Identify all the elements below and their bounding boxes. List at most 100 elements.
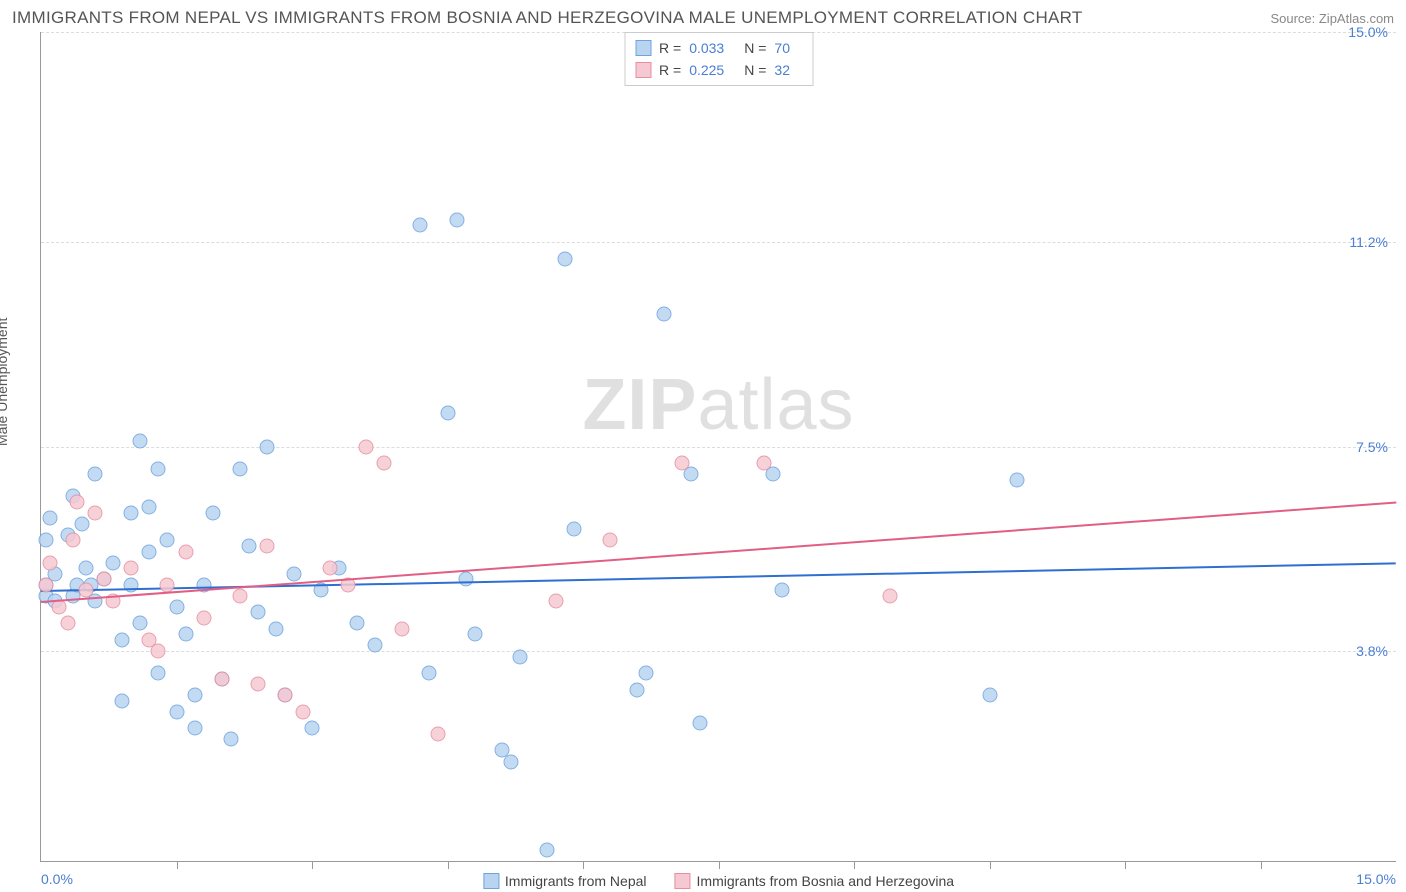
y-tick-label: 11.2% bbox=[1349, 234, 1388, 250]
scatter-point bbox=[377, 456, 392, 471]
grid-line bbox=[41, 651, 1396, 652]
scatter-point bbox=[151, 461, 166, 476]
scatter-point bbox=[142, 500, 157, 515]
chart-title: IMMIGRANTS FROM NEPAL VS IMMIGRANTS FROM… bbox=[12, 8, 1083, 28]
scatter-point bbox=[169, 704, 184, 719]
swatch-series-2 bbox=[635, 62, 651, 78]
scatter-point bbox=[883, 588, 898, 603]
scatter-point bbox=[43, 511, 58, 526]
scatter-point bbox=[250, 677, 265, 692]
x-axis-min-label: 0.0% bbox=[41, 871, 73, 887]
scatter-point bbox=[440, 406, 455, 421]
scatter-point bbox=[160, 577, 175, 592]
scatter-point bbox=[1009, 472, 1024, 487]
legend-correlation: R = 0.033 N = 70 R = 0.225 N = 32 bbox=[624, 32, 813, 86]
scatter-point bbox=[124, 505, 139, 520]
legend-label-2: Immigrants from Bosnia and Herzegovina bbox=[697, 873, 955, 889]
scatter-point bbox=[449, 212, 464, 227]
scatter-point bbox=[431, 726, 446, 741]
scatter-point bbox=[241, 538, 256, 553]
title-bar: IMMIGRANTS FROM NEPAL VS IMMIGRANTS FROM… bbox=[0, 0, 1406, 32]
scatter-point bbox=[106, 555, 121, 570]
scatter-point bbox=[151, 666, 166, 681]
x-tick bbox=[583, 861, 584, 869]
scatter-point bbox=[539, 842, 554, 857]
scatter-point bbox=[277, 688, 292, 703]
scatter-point bbox=[232, 461, 247, 476]
scatter-point bbox=[359, 439, 374, 454]
scatter-point bbox=[503, 754, 518, 769]
scatter-point bbox=[115, 693, 130, 708]
scatter-point bbox=[603, 533, 618, 548]
scatter-point bbox=[133, 616, 148, 631]
scatter-point bbox=[350, 616, 365, 631]
legend-item-1: Immigrants from Nepal bbox=[483, 873, 647, 889]
y-tick-label: 3.8% bbox=[1356, 643, 1388, 659]
scatter-point bbox=[196, 610, 211, 625]
scatter-point bbox=[88, 505, 103, 520]
scatter-point bbox=[557, 251, 572, 266]
grid-line bbox=[41, 447, 1396, 448]
scatter-point bbox=[79, 583, 94, 598]
r-value-2: 0.225 bbox=[689, 59, 724, 81]
scatter-point bbox=[305, 721, 320, 736]
swatch-series-1 bbox=[635, 40, 651, 56]
scatter-point bbox=[657, 306, 672, 321]
scatter-point bbox=[756, 456, 771, 471]
scatter-point bbox=[295, 704, 310, 719]
scatter-point bbox=[169, 599, 184, 614]
scatter-point bbox=[639, 666, 654, 681]
scatter-point bbox=[413, 218, 428, 233]
scatter-point bbox=[566, 522, 581, 537]
scatter-point bbox=[467, 627, 482, 642]
scatter-point bbox=[675, 456, 690, 471]
x-tick bbox=[990, 861, 991, 869]
scatter-point bbox=[286, 566, 301, 581]
scatter-point bbox=[982, 688, 997, 703]
swatch-series-2-bottom bbox=[675, 873, 691, 889]
scatter-point bbox=[187, 721, 202, 736]
scatter-point bbox=[65, 533, 80, 548]
scatter-point bbox=[259, 439, 274, 454]
scatter-point bbox=[214, 671, 229, 686]
scatter-point bbox=[79, 561, 94, 576]
scatter-point bbox=[422, 666, 437, 681]
plot-area: 3.8%7.5%11.2%15.0% ZIPatlas R = 0.033 N … bbox=[40, 32, 1396, 862]
n-value-2: 32 bbox=[774, 59, 790, 81]
scatter-point bbox=[232, 588, 247, 603]
r-value-1: 0.033 bbox=[689, 37, 724, 59]
scatter-point bbox=[223, 732, 238, 747]
legend-label-1: Immigrants from Nepal bbox=[505, 873, 647, 889]
scatter-point bbox=[124, 561, 139, 576]
scatter-point bbox=[250, 605, 265, 620]
scatter-point bbox=[458, 572, 473, 587]
scatter-point bbox=[395, 621, 410, 636]
scatter-point bbox=[133, 433, 148, 448]
x-axis-max-label: 15.0% bbox=[1356, 871, 1396, 887]
scatter-point bbox=[205, 505, 220, 520]
x-tick bbox=[854, 861, 855, 869]
scatter-point bbox=[178, 544, 193, 559]
x-tick bbox=[1125, 861, 1126, 869]
legend-item-2: Immigrants from Bosnia and Herzegovina bbox=[675, 873, 955, 889]
scatter-point bbox=[548, 594, 563, 609]
y-tick-label: 15.0% bbox=[1348, 24, 1388, 40]
scatter-point bbox=[61, 616, 76, 631]
scatter-point bbox=[70, 494, 85, 509]
x-tick bbox=[177, 861, 178, 869]
n-value-1: 70 bbox=[774, 37, 790, 59]
x-tick bbox=[448, 861, 449, 869]
scatter-point bbox=[160, 533, 175, 548]
scatter-point bbox=[43, 555, 58, 570]
grid-line bbox=[41, 242, 1396, 243]
scatter-point bbox=[38, 533, 53, 548]
legend-row-2: R = 0.225 N = 32 bbox=[635, 59, 802, 81]
scatter-point bbox=[74, 516, 89, 531]
scatter-point bbox=[259, 538, 274, 553]
y-tick-label: 7.5% bbox=[1356, 439, 1388, 455]
scatter-point bbox=[178, 627, 193, 642]
scatter-point bbox=[368, 638, 383, 653]
scatter-point bbox=[512, 649, 527, 664]
scatter-point bbox=[693, 715, 708, 730]
scatter-point bbox=[630, 682, 645, 697]
